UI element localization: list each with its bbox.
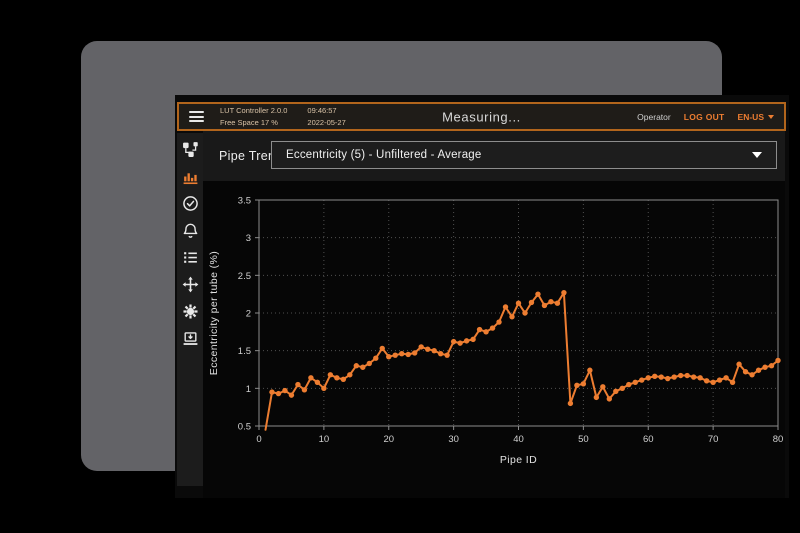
- svg-text:20: 20: [383, 434, 394, 445]
- free-space: Free Space 17 %: [220, 118, 278, 127]
- sidebar-item-log[interactable]: [177, 244, 203, 271]
- sidebar-item-checks[interactable]: [177, 190, 203, 217]
- trend-selector-row: Pipe Trend Eccentricity (5) - Unfiltered…: [203, 131, 785, 181]
- app-window: LUT Controller 2.0.0 09:46:57 Free Space…: [175, 95, 789, 498]
- dropdown-arrow-icon: [752, 152, 762, 158]
- language-label: EN-US: [737, 111, 764, 122]
- menu-icon[interactable]: [189, 111, 204, 122]
- chart-area: 0.5 1 1.5 2 2.5 3 3.5 0 10 20 30 40 50 60 70 80 Pipe ID E…: [203, 181, 785, 498]
- top-bar-right: Operator LOG OUT EN-US: [637, 112, 774, 122]
- sidebar-item-settings[interactable]: [177, 298, 203, 325]
- user-role: Operator: [637, 111, 671, 122]
- list-icon: [183, 252, 197, 263]
- sidebar-item-alarms[interactable]: [177, 217, 203, 244]
- svg-text:60: 60: [643, 434, 654, 445]
- chevron-down-icon: [768, 114, 774, 119]
- svg-text:3.5: 3.5: [238, 196, 251, 207]
- date: 2022-05-27: [307, 118, 346, 127]
- svg-text:3: 3: [246, 233, 251, 244]
- svg-text:80: 80: [773, 434, 784, 445]
- trend-dropdown[interactable]: Eccentricity (5) - Unfiltered - Average: [271, 141, 777, 169]
- svg-text:40: 40: [513, 434, 524, 445]
- sidebar-item-positioning[interactable]: [177, 271, 203, 298]
- move-icon: [182, 276, 198, 293]
- language-selector[interactable]: EN-US: [738, 112, 774, 122]
- system-info: LUT Controller 2.0.0 09:46:57 Free Space…: [220, 106, 346, 127]
- sidebar-item-system-update[interactable]: [177, 325, 203, 352]
- device-bezel: LUT Controller 2.0.0 09:46:57 Free Space…: [81, 41, 789, 498]
- sidebar-item-workflow[interactable]: [177, 136, 203, 163]
- svg-text:70: 70: [708, 434, 719, 445]
- trend-line-chart: 0.5 1 1.5 2 2.5 3 3.5 0 10 20 30 40 50 60 70 80 Pipe ID E…: [208, 196, 784, 467]
- check-circle-icon: [182, 196, 198, 211]
- svg-text:2.5: 2.5: [238, 271, 251, 282]
- status-text: Measuring...: [442, 109, 521, 124]
- sidebar-item-trend-chart[interactable]: [177, 163, 203, 190]
- svg-text:0.5: 0.5: [238, 422, 251, 433]
- svg-text:Pipe ID: Pipe ID: [500, 454, 537, 466]
- workflow-icon: [182, 142, 198, 157]
- svg-text:0: 0: [256, 434, 261, 445]
- gear-icon: [182, 304, 198, 319]
- trend-dropdown-value: Eccentricity (5) - Unfiltered - Average: [286, 149, 482, 161]
- svg-text:Eccentricity per tube (%): Eccentricity per tube (%): [208, 251, 220, 375]
- svg-text:10: 10: [319, 434, 330, 445]
- bar-chart-icon: [183, 173, 197, 185]
- bell-icon: [183, 223, 197, 238]
- svg-text:50: 50: [578, 434, 589, 445]
- svg-text:1.5: 1.5: [238, 346, 251, 357]
- clock: 09:46:57: [307, 106, 337, 115]
- monitor-update-icon: [183, 332, 197, 345]
- svg-text:1: 1: [246, 384, 251, 395]
- trend-label: Pipe Trend: [219, 149, 283, 163]
- svg-text:30: 30: [448, 434, 459, 445]
- sidebar: [177, 133, 203, 486]
- logout-button[interactable]: LOG OUT: [683, 111, 725, 122]
- app-version: LUT Controller 2.0.0: [220, 106, 288, 115]
- top-bar: LUT Controller 2.0.0 09:46:57 Free Space…: [177, 102, 786, 131]
- svg-text:2: 2: [246, 309, 251, 320]
